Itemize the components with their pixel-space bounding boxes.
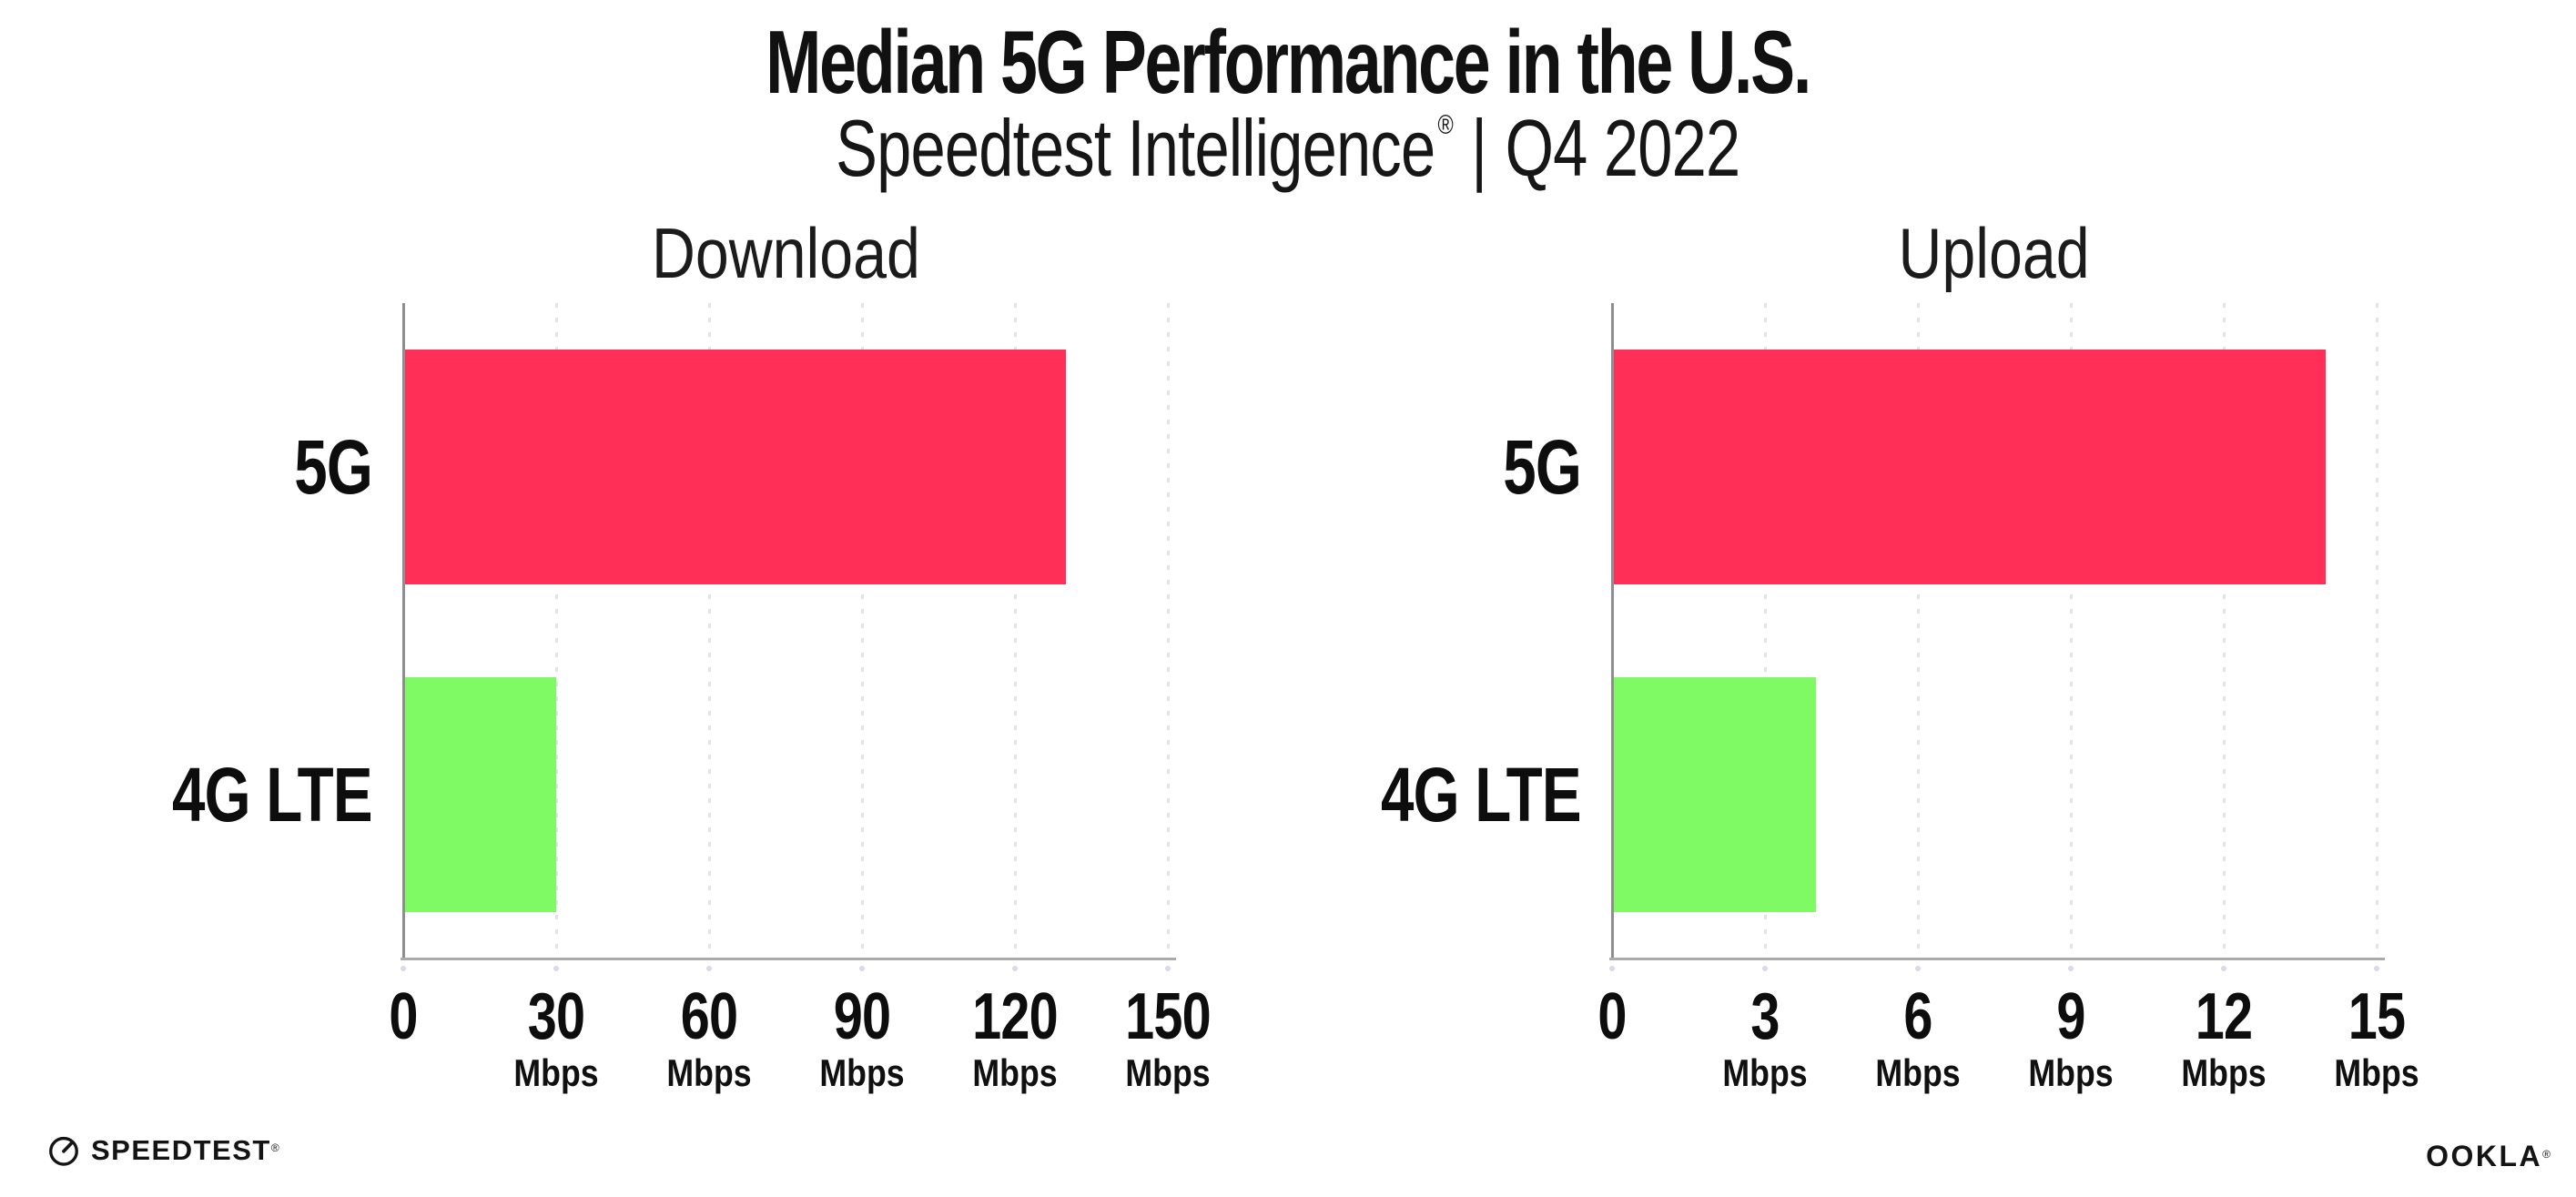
tick-unit-label: Mbps — [1875, 1051, 1961, 1094]
gridline-12 — [2222, 303, 2226, 959]
speedtest-wordmark: SPEEDTEST — [91, 1134, 271, 1166]
subtitle-period: Q4 2022 — [1505, 103, 1741, 193]
ookla-logo: OOKLA® — [2426, 1140, 2551, 1173]
tick-mark-15 — [2374, 966, 2379, 971]
speedtest-gauge-icon — [49, 1136, 78, 1166]
page-subtitle: Speedtest Intelligence ® | Q4 2022 — [0, 102, 2576, 195]
tick-label-6: 6 — [1903, 980, 1932, 1053]
chart-title-upload: Upload — [1898, 213, 2091, 293]
bar-4g-lte — [405, 677, 556, 912]
page-title: Median 5G Performance in the U.S. — [0, 11, 2576, 114]
tick-unit-label: Mbps — [666, 1051, 752, 1094]
tick-unit-label: Mbps — [513, 1051, 599, 1094]
gridline-60 — [707, 303, 711, 959]
subtitle-separator: | — [1471, 103, 1487, 193]
y-axis-line — [402, 303, 405, 959]
category-label-4g-lte: 4G LTE — [172, 752, 373, 837]
tick-label-150: 150 — [1125, 980, 1212, 1053]
tick-label-3: 3 — [1750, 980, 1780, 1053]
tick-unit-label: Mbps — [2334, 1051, 2419, 1094]
chart-title-download: Download — [651, 213, 920, 293]
tick-unit-label: Mbps — [819, 1051, 905, 1094]
ookla-trademark-mark: ® — [2542, 1148, 2551, 1161]
ookla-wordmark: OOKLA — [2426, 1140, 2543, 1172]
gridline-120 — [1013, 303, 1017, 959]
tick-label-0: 0 — [389, 980, 418, 1053]
registered-trademark-mark: ® — [1437, 110, 1454, 140]
bar-4g-lte — [1614, 677, 1816, 912]
x-axis-line — [401, 958, 1176, 960]
tick-mark-6 — [1915, 966, 1921, 971]
x-axis-line — [1609, 958, 2385, 960]
gridline-6 — [1916, 303, 1920, 959]
upload-chart-plot: Upload 0 3 Mbps 6 Mbps 9 Mbps 12 Mbps 15 Mbps 5G 4G … — [1381, 213, 2419, 1094]
tick-label-0: 0 — [1597, 980, 1627, 1053]
bar-5g — [1614, 350, 2326, 584]
category-label-5g: 5G — [294, 424, 373, 510]
tick-mark-9 — [2068, 966, 2074, 971]
subtitle-brand: Speedtest Intelligence — [836, 103, 1435, 193]
bar-5g — [405, 350, 1066, 584]
gridline-30 — [554, 303, 558, 959]
tick-label-9: 9 — [2056, 980, 2085, 1053]
page-title-text: Median 5G Performance in the U.S. — [766, 12, 1812, 112]
tick-unit-label: Mbps — [1125, 1051, 1211, 1094]
tick-mark-0 — [1609, 966, 1615, 971]
gridline-150 — [1166, 303, 1170, 959]
download-chart-plot: Download 0 30 Mbps 60 Mbps 90 Mbps 120 Mbps 150 Mb… — [172, 213, 1211, 1094]
tick-unit-label: Mbps — [1722, 1051, 1808, 1094]
gridline-90 — [860, 303, 864, 959]
tick-label-120: 120 — [972, 980, 1059, 1053]
tick-unit-label: Mbps — [972, 1051, 1058, 1094]
category-label-5g: 5G — [1503, 424, 1582, 510]
tick-label-12: 12 — [2195, 980, 2253, 1053]
tick-mark-0 — [401, 966, 406, 971]
speedtest-trademark-mark: ® — [270, 1141, 279, 1154]
tick-mark-150 — [1165, 966, 1171, 971]
y-axis-line — [1611, 303, 1614, 959]
tick-unit-label: Mbps — [2028, 1051, 2114, 1094]
tick-label-90: 90 — [833, 980, 891, 1053]
gridline-15 — [2375, 303, 2378, 959]
tick-mark-30 — [553, 966, 559, 971]
speedtest-logo: SPEEDTEST® — [47, 1134, 279, 1167]
tick-mark-12 — [2221, 966, 2226, 971]
tick-mark-120 — [1012, 966, 1018, 971]
tick-label-15: 15 — [2348, 980, 2406, 1053]
gridline-3 — [1763, 303, 1767, 959]
tick-mark-90 — [859, 966, 865, 971]
tick-mark-60 — [706, 966, 712, 971]
tick-mark-3 — [1762, 966, 1768, 971]
category-label-4g-lte: 4G LTE — [1381, 752, 1582, 837]
gridline-9 — [2069, 303, 2073, 959]
tick-unit-label: Mbps — [2181, 1051, 2267, 1094]
tick-label-60: 60 — [680, 980, 738, 1053]
tick-label-30: 30 — [527, 980, 585, 1053]
